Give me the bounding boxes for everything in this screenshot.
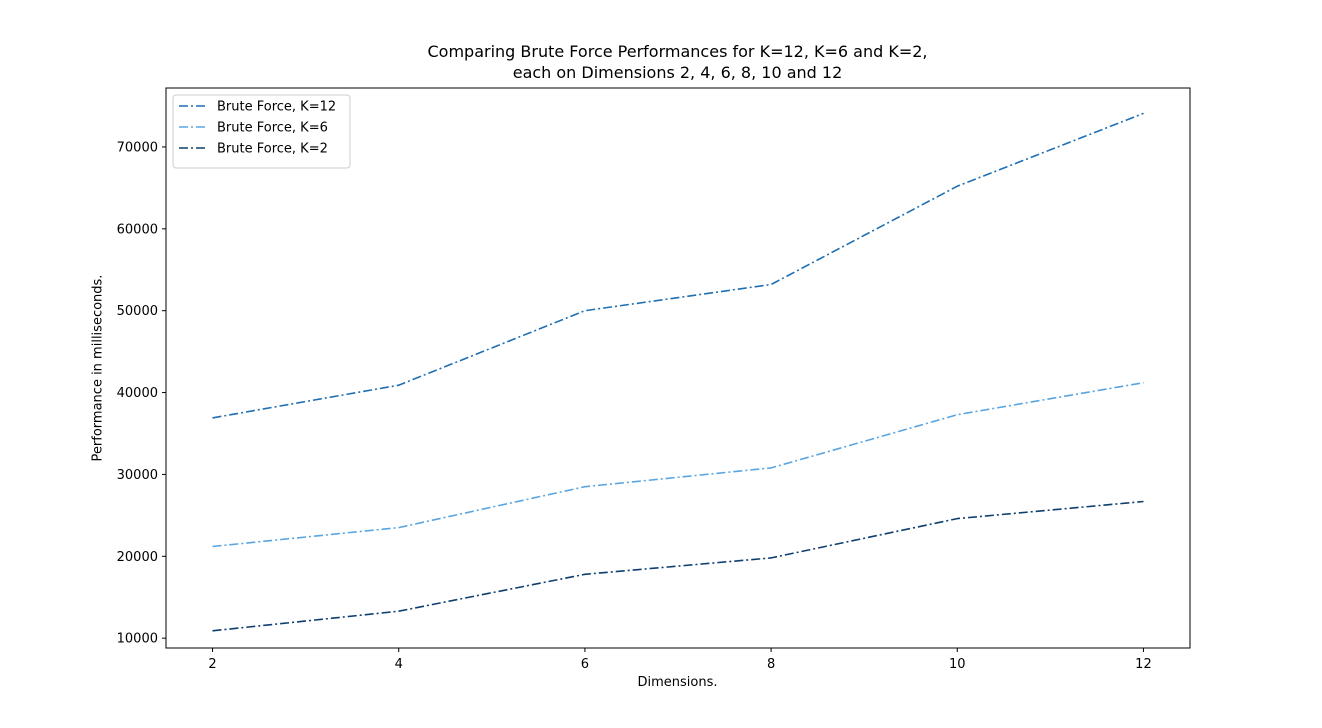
chart-title: Comparing Brute Force Performances for K… bbox=[427, 42, 928, 61]
x-tick-label: 4 bbox=[395, 657, 403, 672]
plot-area-frame bbox=[165, 87, 1191, 649]
y-tick-label: 40000 bbox=[117, 386, 158, 401]
y-tick-label: 10000 bbox=[117, 632, 158, 647]
x-tick-label: 8 bbox=[767, 657, 775, 672]
x-tick-label: 6 bbox=[581, 657, 589, 672]
y-tick-label: 70000 bbox=[117, 140, 158, 155]
legend-label-1: Brute Force, K=12 bbox=[217, 100, 336, 115]
legend-label-3: Brute Force, K=2 bbox=[217, 142, 328, 157]
y-tick-label: 30000 bbox=[117, 468, 158, 483]
x-axis-label: Dimensions. bbox=[637, 675, 718, 690]
series-line-2 bbox=[212, 381, 1144, 548]
x-tick-label: 2 bbox=[208, 657, 216, 672]
chart-subtitle: each on Dimensions 2, 4, 6, 8, 10 and 12 bbox=[512, 63, 843, 82]
y-tick-label: 50000 bbox=[117, 304, 158, 319]
y-tick-label: 60000 bbox=[117, 222, 158, 237]
x-tick-label: 10 bbox=[949, 657, 966, 672]
legend-box bbox=[172, 94, 351, 169]
y-tick-label: 20000 bbox=[117, 550, 158, 565]
legend-label-2: Brute Force, K=6 bbox=[217, 121, 328, 136]
series-line-3 bbox=[212, 500, 1144, 632]
x-tick-label: 12 bbox=[1135, 657, 1152, 672]
series-line-1 bbox=[212, 112, 1144, 419]
